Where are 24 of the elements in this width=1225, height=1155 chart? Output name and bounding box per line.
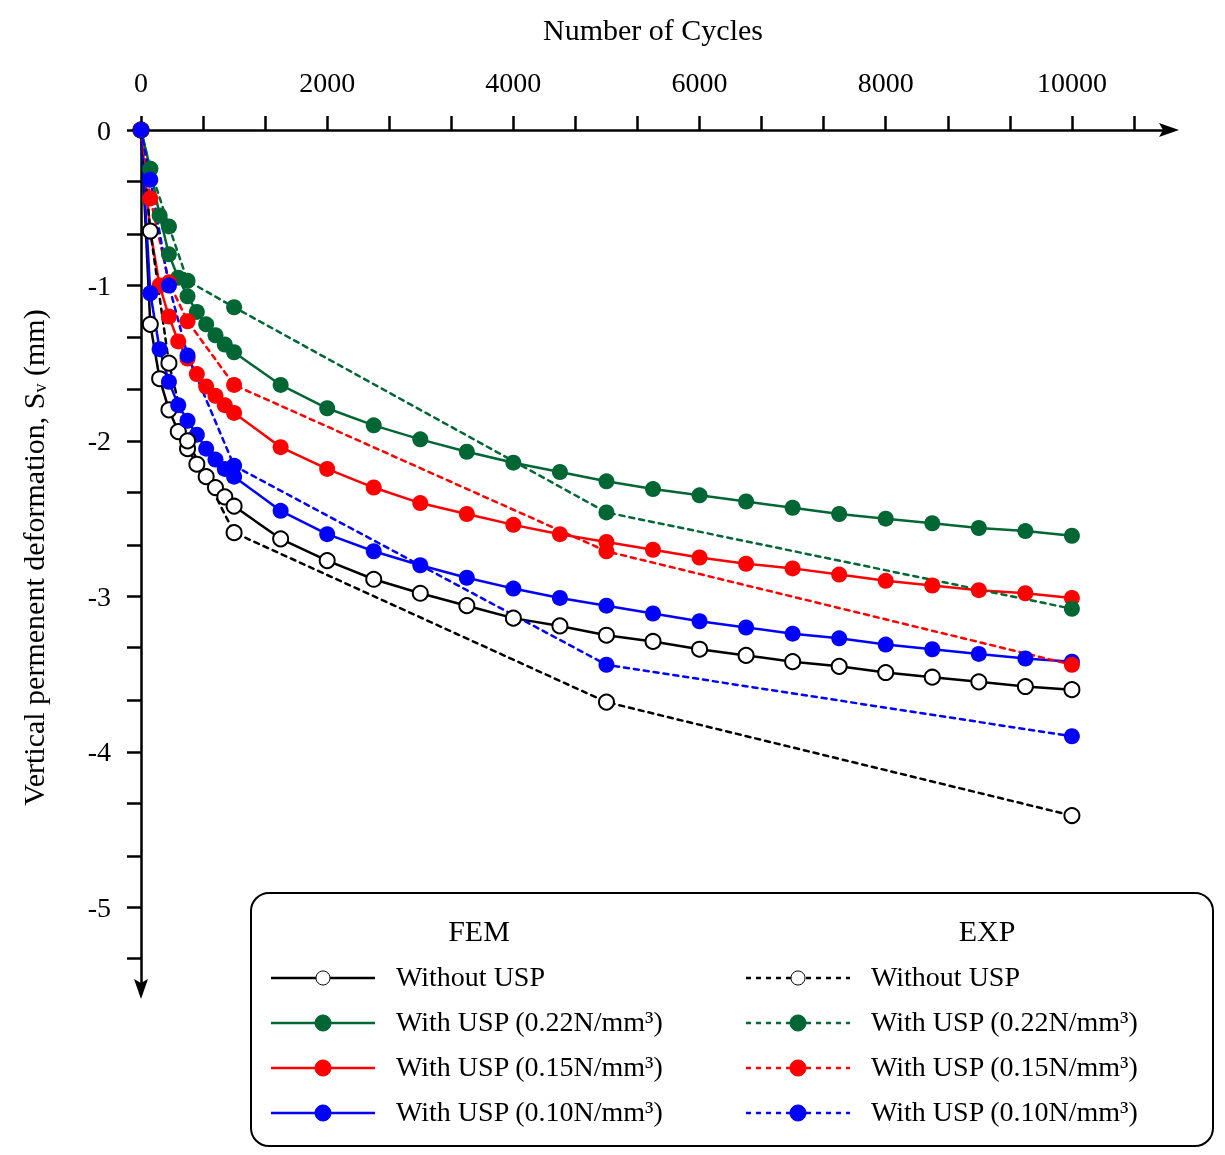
x-tick-label: 8000: [857, 66, 914, 98]
legend-label: With USP (0.22N/mm³): [396, 1005, 663, 1037]
x-tick-label: 2000: [299, 66, 356, 98]
legend-label: With USP (0.15N/mm³): [396, 1050, 663, 1082]
x-axis-title: Number of Cycles: [543, 12, 763, 46]
x-tick-label: 0: [134, 66, 148, 98]
y-tick-label: -2: [87, 425, 111, 457]
legend-label: Without USP: [396, 960, 546, 992]
y-tick-label: 0: [97, 114, 111, 146]
y-tick-label: -4: [87, 736, 111, 768]
x-tick-label: 6000: [671, 66, 728, 98]
legend-label: With USP (0.22N/mm³): [871, 1005, 1138, 1037]
x-tick-label: 4000: [485, 66, 542, 98]
legend-label: With USP (0.10N/mm³): [396, 1095, 663, 1127]
text: EXP: [958, 913, 1016, 947]
text: FEM: [448, 913, 510, 947]
x-tick-label: 10000: [1036, 66, 1107, 98]
y-axis-title: Vertical permenent deformation, Sv (mm): [16, 309, 51, 806]
y-tick-label: -3: [87, 580, 111, 612]
y-tick-label: -1: [87, 269, 111, 301]
legend-label: With USP (0.10N/mm³): [871, 1095, 1138, 1127]
legend-label: Without USP: [871, 960, 1021, 992]
y-tick-label: -5: [87, 891, 111, 923]
legend-label: With USP (0.15N/mm³): [871, 1050, 1138, 1082]
